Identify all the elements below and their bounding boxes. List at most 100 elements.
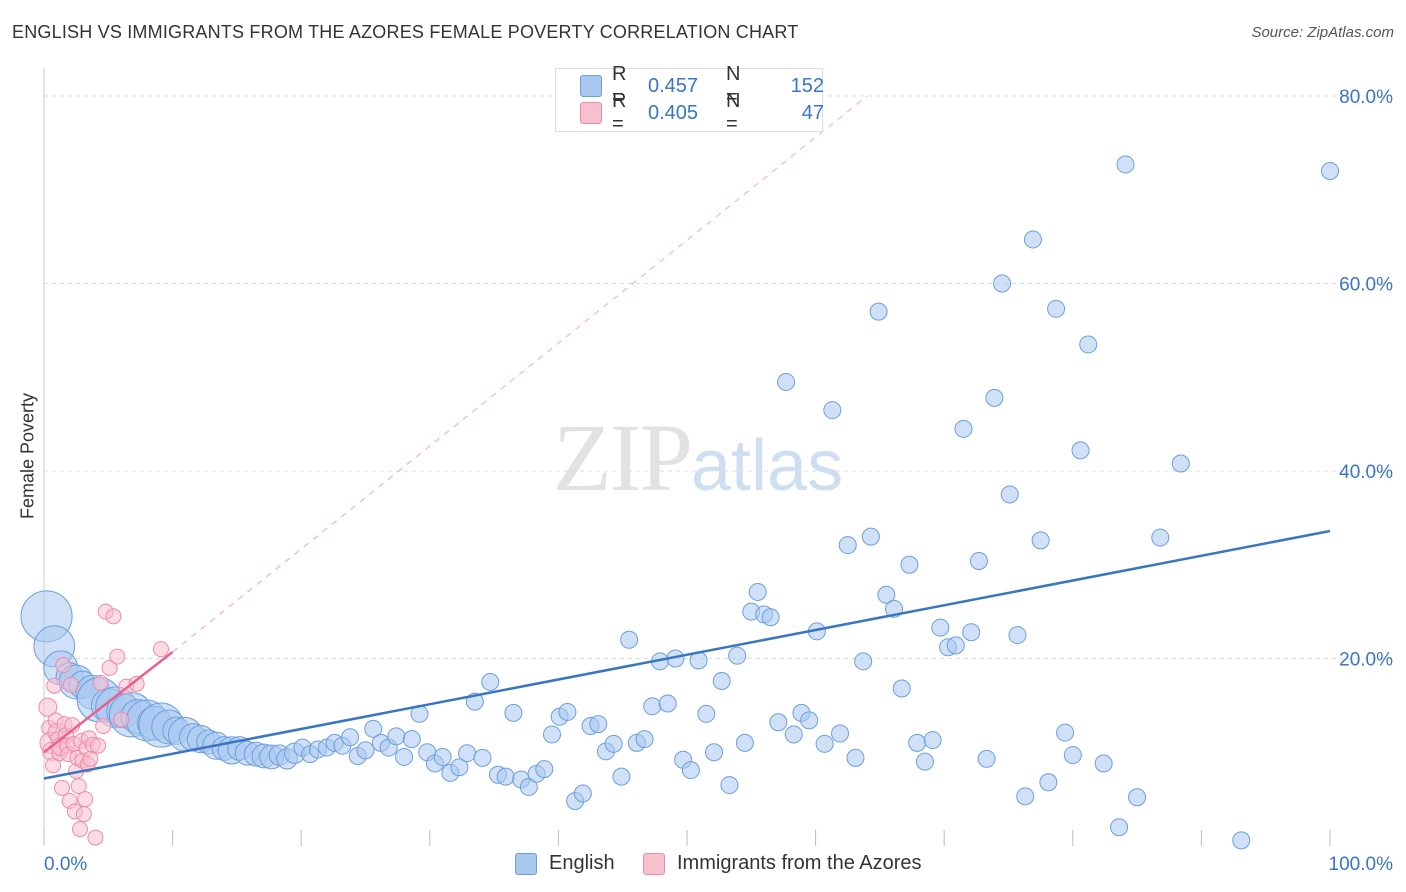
english-point [969, 552, 988, 570]
english-point [1039, 773, 1058, 792]
english-point [558, 702, 577, 721]
legend-swatch-english [580, 75, 602, 97]
y-tick-label: 60.0% [1339, 275, 1393, 296]
english-point [838, 536, 857, 555]
english-point [604, 734, 623, 753]
legend-r-value: 0.457 [648, 74, 699, 97]
chart-title: ENGLISH VS IMMIGRANTS FROM THE AZORES FE… [12, 22, 799, 42]
english-point [1063, 746, 1082, 765]
azores-point [38, 697, 58, 717]
x-tick-label: 100.0% [1329, 854, 1394, 875]
english-point [589, 715, 608, 734]
english-point [481, 672, 500, 691]
english-point [681, 761, 700, 780]
english-point [831, 724, 850, 743]
legend-r-label: R = [612, 63, 627, 108]
azores-point [72, 821, 89, 838]
english-point [712, 672, 731, 690]
english-point [535, 760, 554, 779]
english-point [823, 401, 842, 420]
english-point [985, 388, 1004, 407]
legend-n-label: N = [726, 63, 741, 108]
correlation-legend: R = 0.457 N = 152 R = 0.405 N = 47 [555, 63, 824, 135]
english-point [915, 752, 934, 771]
english-point [908, 733, 927, 752]
english-point [977, 749, 996, 768]
legend-r-value: 0.405 [648, 101, 699, 124]
legend-label-azores: Immigrants from the Azores [677, 852, 922, 874]
english-point [1047, 299, 1066, 318]
azores-point [105, 608, 122, 625]
english-point [769, 713, 788, 732]
english-point [504, 703, 523, 722]
english-point [1071, 441, 1090, 460]
azores-point [153, 641, 170, 658]
azores-point [109, 648, 126, 665]
english-point [612, 767, 631, 786]
english-point [387, 727, 406, 746]
legend-r-label: R = [612, 90, 627, 135]
english-point [620, 630, 639, 649]
english-trend-line [43, 529, 1331, 780]
legend-swatch-azores [643, 852, 665, 875]
english-point [433, 747, 452, 766]
english-point [1079, 335, 1098, 354]
english-point [395, 747, 414, 766]
legend-swatch-azores [580, 102, 602, 124]
english-point [1016, 787, 1035, 806]
english-point [1128, 788, 1147, 807]
english-point [1056, 723, 1075, 742]
watermark-atlas: atlas [691, 426, 844, 506]
english-point [705, 743, 724, 762]
watermark: ZIPatlas [553, 402, 843, 513]
english-point [1232, 831, 1251, 850]
azores-point [95, 718, 112, 734]
azores-trend-extension [172, 95, 868, 653]
english-point [720, 776, 739, 795]
azores-point [77, 791, 94, 808]
legend-n-value: 47 [801, 101, 824, 124]
source-label: Source: ZipAtlas.com [1251, 24, 1394, 41]
y-tick-label: 80.0% [1339, 87, 1393, 108]
english-point [658, 694, 677, 713]
azores-point [92, 674, 109, 691]
english-point [1023, 230, 1042, 249]
legend-n-value: 152 [790, 74, 824, 97]
english-point [1008, 626, 1027, 645]
english-point [635, 730, 654, 749]
legend-item-english[interactable]: English [515, 852, 615, 875]
english-point [473, 748, 492, 767]
azores-point [70, 778, 87, 794]
english-point [1000, 485, 1019, 504]
english-point [1171, 454, 1190, 473]
english-point [1321, 162, 1339, 180]
english-point [923, 731, 942, 750]
english-point [954, 419, 973, 438]
azores-point [46, 677, 63, 694]
english-point [946, 636, 965, 655]
english-point [496, 767, 515, 786]
azores-point [75, 806, 92, 823]
english-point [573, 784, 592, 803]
english-point [962, 623, 981, 642]
azores-point [128, 675, 145, 692]
english-point [892, 679, 911, 698]
english-point [450, 758, 469, 777]
english-point [869, 302, 888, 321]
english-point [900, 555, 919, 574]
english-point [846, 748, 865, 767]
english-point [748, 582, 767, 601]
english-point [1031, 531, 1050, 550]
english-point [356, 741, 375, 760]
english-point [1094, 754, 1113, 773]
english-point [777, 372, 796, 391]
legend-item-azores[interactable]: Immigrants from the Azores [643, 852, 922, 875]
azores-point [101, 659, 118, 676]
english-point [861, 527, 880, 546]
x-tick-label: 0.0% [44, 854, 87, 875]
y-tick-label: 20.0% [1339, 650, 1393, 671]
english-point [458, 744, 477, 763]
series-legend: English Immigrants from the Azores [0, 852, 1406, 878]
azores-trend-line [43, 650, 174, 754]
